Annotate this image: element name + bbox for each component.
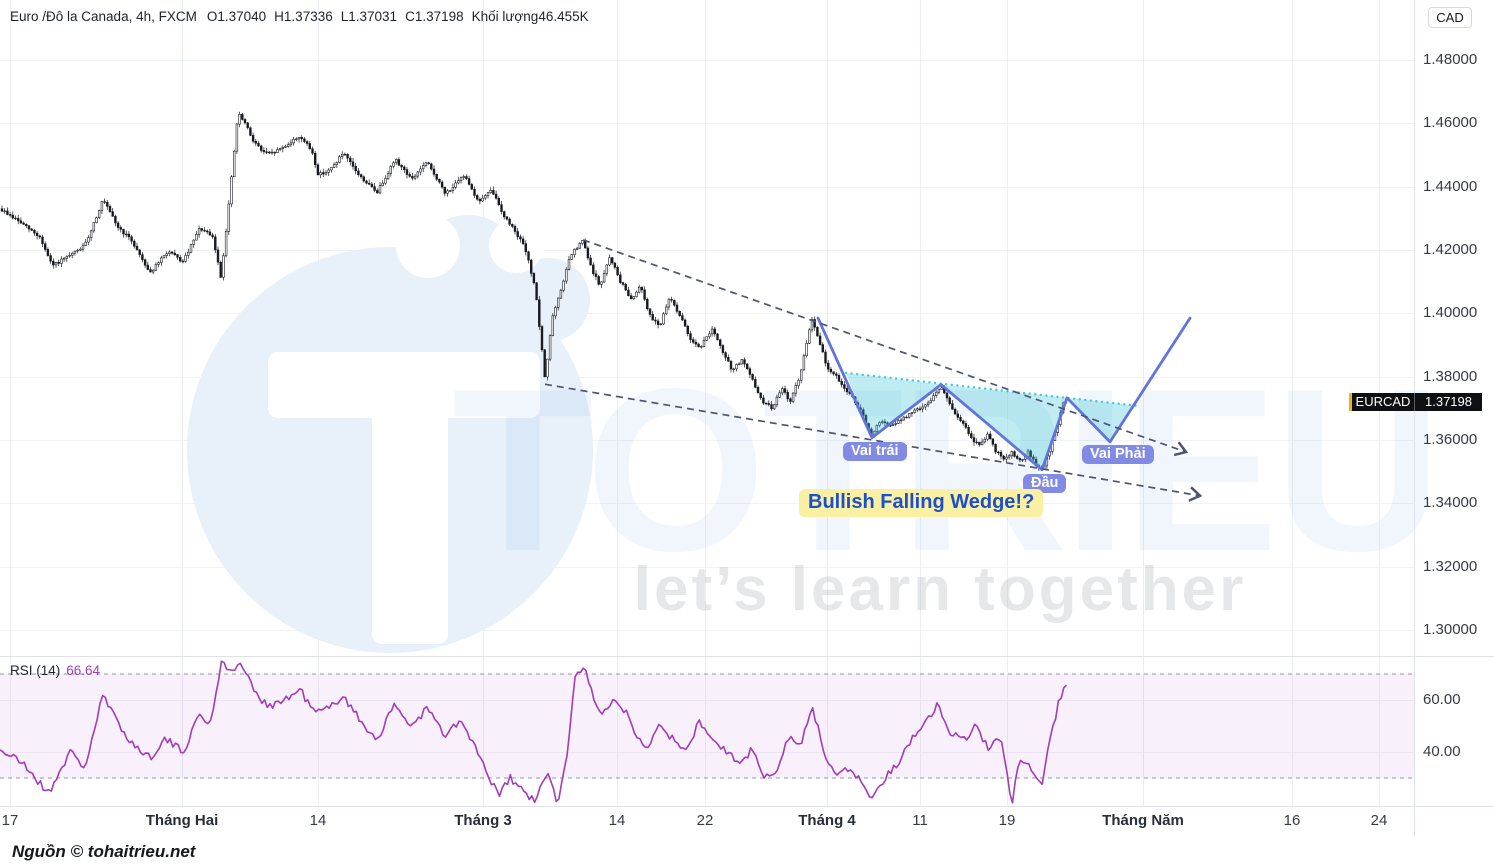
rsi-band [0, 673, 1414, 779]
time-axis-label: 22 [696, 812, 714, 829]
price-axis-label: 1.42000 [1423, 241, 1478, 258]
neckline [844, 371, 1142, 408]
rsi-line [0, 660, 1068, 804]
time-axis-label: 17 [1, 812, 19, 829]
badge-price: 1.37198 [1414, 393, 1482, 411]
time-axis[interactable]: 17 Tháng Hai 14 Tháng 3 14 22 Tháng 4 11 19 Tháng… [0, 806, 1414, 836]
rsi-value: 66.64 [66, 663, 101, 678]
ohlc-c: C1.37198 [405, 9, 464, 24]
label-left-shoulder[interactable]: Vai trái [843, 442, 907, 461]
price-axis-label: 1.40000 [1423, 304, 1478, 322]
time-axis-label: 16 [1283, 812, 1301, 829]
time-axis-label: 14 [309, 812, 327, 829]
price-line-accent [1349, 393, 1352, 411]
pane-borders [0, 0, 1494, 836]
head-shoulders-zigzag [816, 316, 1192, 472]
wedge-trendline-lower [544, 383, 1203, 502]
price-axis-label: 1.32000 [1423, 557, 1478, 575]
ohlc-o: O1.37040 [206, 9, 267, 24]
price-axis-label: 1.44000 [1423, 177, 1478, 195]
time-axis-label: 24 [1370, 812, 1388, 829]
label-wedge-question[interactable]: Bullish Falling Wedge!? [799, 489, 1044, 517]
candles [0, 111, 1068, 471]
time-axis-label: Tháng Hai [145, 812, 219, 829]
volume-value: 46.455K [538, 9, 589, 24]
label-head[interactable]: Đầu [1023, 474, 1067, 493]
price-axis-label: 1.36000 [1423, 431, 1478, 448]
volume-token: Khối lượng46.455K [472, 9, 589, 24]
price-axis-label: 1.30000 [1423, 621, 1478, 638]
label-right-shoulder[interactable]: Vai Phải [1082, 445, 1154, 464]
time-axis-label: Tháng Năm [1102, 812, 1184, 829]
price-axis-label: 1.38000 [1423, 367, 1478, 385]
time-axis-label: 11 [912, 812, 928, 829]
time-axis-label: 19 [998, 812, 1016, 829]
rsi-axis-label: 60.00 [1423, 691, 1461, 708]
ohlc-values: O1.37040 H1.37336 L1.37031 C1.37198 [207, 9, 472, 24]
svg-text:let’s learn together: let’s learn together [634, 555, 1246, 624]
symbol-header: Euro /Đô la Canada, 4h, FXCM O1.37040 H1.3… [10, 9, 597, 24]
price-axis-label: 1.48000 [1423, 51, 1478, 68]
price-axis-label: 1.34000 [1423, 494, 1478, 512]
rsi-header: RSI (14) 66.64 [10, 663, 100, 678]
source-credit: Nguồn © tohaitrieu.net [12, 842, 196, 861]
price-axis[interactable]: 1.48000 1.46000 1.44000 1.42000 1.40000 1.380… [1414, 0, 1494, 836]
time-axis-label: 14 [608, 812, 626, 829]
last-price-badge[interactable]: EURCAD 1.37198 [1349, 393, 1482, 411]
badge-symbol: EURCAD [1352, 393, 1414, 411]
time-axis-label: Tháng 4 [798, 812, 856, 829]
rsi-label: RSI (14) [10, 663, 61, 678]
symbol-title: Euro /Đô la Canada, 4h, FXCM [10, 9, 197, 24]
currency-toggle-button[interactable]: CAD [1428, 7, 1472, 28]
rsi-axis-label: 40.00 [1423, 743, 1461, 760]
price-axis-label: 1.46000 [1423, 114, 1478, 132]
ohlc-l: L1.37031 [340, 9, 398, 24]
time-axis-label: Tháng 3 [454, 812, 512, 829]
ohlc-h: H1.37336 [274, 9, 333, 24]
volume-label: Khối lượng [471, 9, 539, 24]
wedge-trendline-upper [582, 239, 1189, 457]
